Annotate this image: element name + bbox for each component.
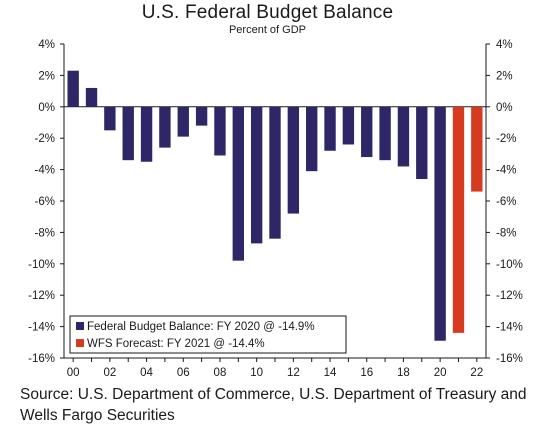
y-tick-label-right: -16% bbox=[496, 353, 523, 365]
chart-bars bbox=[67, 70, 483, 341]
y-tick-label-right: -10% bbox=[496, 259, 523, 271]
budget-bar bbox=[269, 106, 281, 239]
legend-swatch-forecast bbox=[76, 339, 84, 347]
budget-bar bbox=[214, 106, 226, 156]
budget-bar bbox=[397, 106, 410, 167]
y-tick-label-right: -6% bbox=[496, 196, 516, 208]
budget-bar bbox=[122, 106, 134, 161]
y-tick-label-left: -14% bbox=[28, 322, 55, 334]
x-tick-label: 12 bbox=[287, 367, 300, 379]
forecast-bar bbox=[452, 106, 465, 333]
y-tick-label-right: -8% bbox=[496, 227, 516, 239]
chart-title: U.S. Federal Budget Balance bbox=[141, 2, 394, 23]
budget-bar bbox=[434, 106, 446, 341]
budget-bar bbox=[232, 106, 244, 261]
x-tick-label: 16 bbox=[360, 367, 373, 379]
budget-bar bbox=[85, 87, 98, 107]
y-tick-label-left: -16% bbox=[28, 353, 55, 365]
x-tick-label: 14 bbox=[324, 367, 337, 379]
bar-chart: 4% 4% 2% 2% 0% 0% -2% -2% -4% -4% -6% -6% -8% -8% -10%… bbox=[28, 39, 523, 379]
y-tick-label-right: 0% bbox=[496, 102, 513, 114]
budget-bar bbox=[379, 106, 391, 161]
budget-bar bbox=[177, 106, 189, 137]
y-tick-label-left: 0% bbox=[38, 102, 55, 114]
budget-bar bbox=[342, 106, 355, 145]
x-tick-label: 20 bbox=[434, 367, 447, 379]
budget-bar bbox=[67, 70, 79, 107]
x-tick-label: 22 bbox=[470, 367, 483, 379]
budget-bar bbox=[416, 106, 428, 180]
legend-label-budget: Federal Budget Balance: FY 2020 @ -14.9% bbox=[87, 321, 315, 333]
x-tick-label: 06 bbox=[177, 367, 190, 379]
budget-bar bbox=[104, 106, 116, 131]
budget-bar bbox=[195, 106, 208, 126]
source-note: Source: U.S. Department of Commerce, U.S… bbox=[20, 386, 527, 424]
y-tick-label-right: -4% bbox=[496, 165, 516, 177]
budget-bar bbox=[361, 106, 373, 158]
legend-label-forecast: WFS Forecast: FY 2021 @ -14.4% bbox=[87, 338, 265, 350]
y-tick-label-left: -10% bbox=[28, 259, 55, 271]
y-tick-label-left: -2% bbox=[35, 133, 55, 145]
y-tick-label-left: -8% bbox=[35, 227, 55, 239]
y-tick-label-left: -4% bbox=[35, 165, 55, 177]
budget-bar bbox=[287, 106, 300, 214]
y-tick-label-left: 2% bbox=[38, 70, 55, 82]
y-tick-label-right: -14% bbox=[496, 322, 523, 334]
x-tick-label: 10 bbox=[250, 367, 263, 379]
legend-box bbox=[69, 315, 347, 354]
legend-swatch-budget bbox=[76, 322, 84, 330]
x-tick-label: 04 bbox=[140, 367, 153, 379]
budget-bar bbox=[159, 106, 171, 148]
y-tick-label-right: -12% bbox=[496, 290, 523, 302]
y-tick-label-left: -6% bbox=[35, 196, 55, 208]
x-tick-label: 18 bbox=[397, 367, 410, 379]
forecast-bar bbox=[471, 106, 483, 192]
y-tick-label-left: 4% bbox=[38, 39, 55, 51]
budget-bar bbox=[306, 106, 318, 172]
x-tick-label: 00 bbox=[67, 367, 80, 379]
chart-axes: 4% 4% 2% 2% 0% 0% -2% -2% -4% -4% -6% -6% -8% -8% -10%… bbox=[28, 39, 523, 379]
budget-bar bbox=[324, 106, 336, 151]
y-tick-label-right: 4% bbox=[496, 39, 513, 51]
x-tick-label: 08 bbox=[214, 367, 227, 379]
budget-bar bbox=[250, 106, 263, 244]
chart-legend: Federal Budget Balance: FY 2020 @ -14.9%… bbox=[69, 315, 347, 354]
chart-subtitle: Percent of GDP bbox=[228, 24, 307, 36]
x-tick-label: 02 bbox=[103, 367, 116, 379]
y-tick-label-right: 2% bbox=[496, 70, 513, 82]
y-tick-label-left: -12% bbox=[28, 290, 55, 302]
budget-bar bbox=[140, 106, 153, 162]
y-tick-label-right: -2% bbox=[496, 133, 516, 145]
